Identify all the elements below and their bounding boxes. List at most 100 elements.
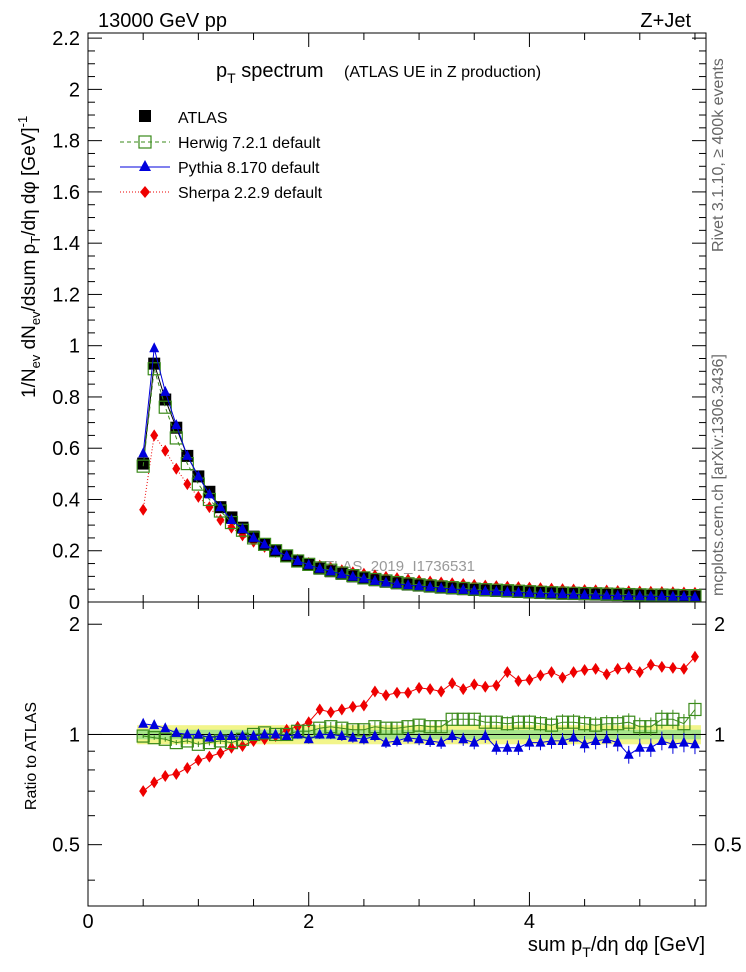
main-point [436,582,447,593]
main-point [522,585,537,599]
main-y-tick-label: 1.6 [52,182,80,204]
main-point [611,587,625,601]
main-point [414,580,425,591]
ratio-point [633,720,647,734]
ratio-series-diamond-filled [139,650,699,798]
main-point [568,588,579,599]
ratio-point [246,727,261,742]
x-tick-label: 4 [524,911,535,933]
ratio-point [392,734,402,745]
ratio-point [150,776,159,789]
ratio-point [147,731,161,745]
main-point [478,583,492,597]
ratio-point [248,730,259,741]
main-point [369,574,380,585]
ratio-point [293,720,302,733]
main-point [612,589,623,600]
main-y-tick-label: 2.2 [52,28,80,50]
ratio-point [161,770,170,783]
ratio-point [404,686,413,699]
main-panel: 00.20.40.60.811.21.41.61.822.2 ATLAS_201… [15,28,707,614]
main-point [139,503,148,516]
legend-pythia-marker [139,160,151,171]
ratio-point [393,686,401,699]
ratio-point [226,730,237,741]
main-point [390,575,404,590]
main-y-tick-label: 0.6 [52,438,80,460]
ratio-y-tick-label-right: 0.5 [714,835,742,857]
ratio-point [434,720,448,734]
ratio-point [525,673,534,686]
ratio-point [492,679,501,692]
main-point [259,538,270,549]
main-point [205,501,214,514]
ratio-point [158,732,172,746]
ratio-point [204,731,215,742]
main-point [227,521,236,534]
main-point [469,584,480,595]
main-point [147,362,161,376]
main-point [171,419,182,430]
ratio-point [522,715,537,729]
ratio-point [370,685,379,698]
ratio-point [183,761,192,774]
ratio-y-axis-label: Ratio to ATLAS [23,702,40,810]
ratio-point [569,666,578,679]
main-point [248,531,259,542]
ratio-point [679,662,688,675]
ratio-point [578,717,592,731]
ratio-point [480,730,491,741]
ratio-point [412,718,426,732]
ratio-point [414,733,425,744]
mcplots-label: mcplots.cern.ch [arXiv:1306.3436] [710,354,727,596]
main-point [546,587,557,598]
ratio-point [237,730,248,741]
main-point [204,488,215,499]
ratio-point [644,720,658,734]
main-point [456,581,470,596]
main-point [689,590,700,601]
ratio-point [381,689,390,702]
main-series [136,342,702,603]
ratio-y-tick-label-right: 2 [714,614,725,636]
ratio-point [580,663,589,676]
legend: ATLAS Herwig 7.2.1 default Pythia 8.170 … [120,110,323,202]
ratio-point [303,733,314,744]
main-point [656,590,667,601]
main-point [678,590,689,601]
main-point [314,562,325,573]
main-point [216,513,225,526]
ratio-y-tick-label: 0.5 [52,835,80,857]
rivet-label: Rivet 3.1.10, ≥ 400k events [710,58,727,252]
ratio-point [489,715,503,729]
ratio-point [426,683,435,696]
main-y-tick-label: 1.2 [52,284,80,306]
ratio-point [535,736,546,747]
ratio-point [314,728,325,739]
main-point [467,582,481,596]
main-series-square-open [136,362,702,603]
legend-sherpa-marker [140,186,150,198]
ratio-point [425,734,436,745]
ratio-point [645,741,656,752]
ratio-point [612,736,623,747]
main-point [193,470,204,481]
legend-pythia-label: Pythia 8.170 default [178,160,320,177]
ratio-point [579,738,590,749]
ratio-point [524,736,535,747]
main-point [578,586,592,601]
main-point [313,561,327,575]
main-point [292,554,303,565]
ratio-y-tick-label-right: 1 [714,724,725,746]
ratio-point [379,721,393,735]
ratio-point [257,726,272,740]
ratio-point [688,702,702,717]
ratio-point [337,703,346,716]
main-point [590,589,601,600]
legend-herwig-label: Herwig 7.2.1 default [178,135,321,152]
ratio-point [623,748,634,759]
ratio-point [657,660,666,673]
main-point [161,444,170,457]
ratio-point [591,662,600,675]
